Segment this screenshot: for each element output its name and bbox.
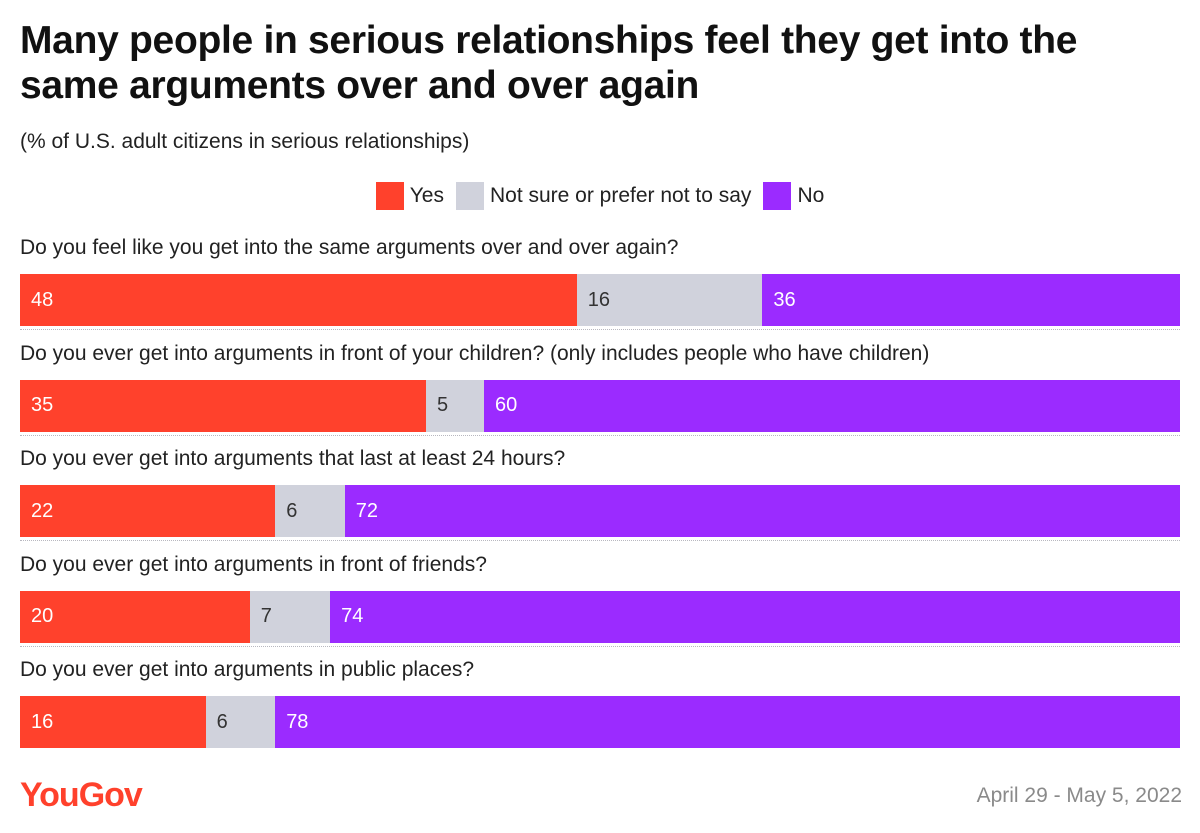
bar-segment-yes: 35 [20, 379, 426, 432]
stacked-bar: 48 16 36 [20, 274, 1180, 326]
legend-item-yes: Yes [375, 182, 444, 210]
question-label: Do you ever get into arguments in front … [20, 552, 487, 576]
data-label-no: 36 [773, 288, 796, 311]
bar-segment-yes: 48 [20, 274, 577, 326]
data-label-yes: 35 [31, 394, 54, 416]
question-label: Do you ever get into arguments in public… [20, 658, 475, 681]
legend-swatch-not-sure [455, 182, 484, 210]
stacked-bar: 22 6 72 [20, 485, 1180, 537]
bar-segment-not-sure: 16 [576, 274, 763, 326]
row-divider [20, 329, 1180, 330]
legend-item-not-sure: Not sure or prefer not to say [455, 182, 752, 210]
chart-row: Do you feel like you get into the same a… [20, 234, 1180, 326]
bar-segment-no: 74 [330, 590, 1180, 643]
legend-swatch-no [763, 182, 792, 210]
yougov-logo: YouGov [20, 776, 143, 814]
stacked-bar: 20 7 74 [20, 590, 1180, 643]
stacked-bar: 35 5 60 [20, 379, 1180, 432]
chart-row: Do you ever get into arguments in front … [20, 551, 1180, 643]
chart-subtitle: (% of U.S. adult citizens in serious rel… [20, 130, 470, 153]
data-label-no: 78 [286, 710, 309, 733]
data-label-yes: 48 [31, 288, 54, 311]
data-label-no: 60 [495, 394, 518, 416]
bar-segment-no: 78 [275, 696, 1180, 748]
data-label-no: 72 [355, 499, 379, 522]
bar-segment-no: 36 [762, 274, 1180, 326]
bar-segment-not-sure: 5 [426, 379, 484, 432]
data-label-not-sure: 6 [216, 710, 228, 733]
chart-row: Do you ever get into arguments that last… [20, 445, 1180, 537]
bar-segment-not-sure: 6 [205, 696, 276, 748]
stacked-bar: 16 6 78 [20, 696, 1180, 748]
survey-date: April 29 - May 5, 2022 [976, 784, 1182, 807]
bar-segment-not-sure: 7 [249, 590, 331, 643]
row-divider [20, 434, 1180, 436]
question-label: Do you ever get into arguments in front … [20, 341, 930, 365]
chart-row: Do you ever get into arguments in public… [20, 656, 1180, 748]
bar-segment-yes: 22 [20, 485, 276, 537]
bar-segment-not-sure: 6 [275, 485, 345, 537]
bar-segment-yes: 16 [20, 696, 206, 748]
data-label-yes: 22 [31, 499, 54, 522]
bar-segment-no: 72 [344, 485, 1180, 537]
data-label-not-sure: 5 [437, 394, 449, 416]
legend-label-not-sure: Not sure or prefer not to say [489, 184, 752, 207]
data-label-not-sure: 16 [587, 288, 611, 311]
legend: Yes Not sure or prefer not to say No [0, 180, 1200, 212]
question-label: Do you ever get into arguments that last… [20, 447, 566, 470]
chart-row: Do you ever get into arguments in front … [20, 340, 1180, 432]
data-label-not-sure: 7 [260, 605, 272, 627]
row-divider [20, 540, 1180, 541]
data-label-yes: 20 [31, 605, 54, 627]
bar-segment-no: 60 [484, 379, 1180, 432]
row-divider [20, 645, 1180, 647]
legend-label-yes: Yes [409, 184, 444, 207]
legend-label-no: No [797, 184, 825, 207]
bar-segment-yes: 20 [20, 590, 250, 643]
data-label-no: 74 [341, 605, 364, 627]
legend-item-no: No [763, 182, 824, 210]
question-label: Do you feel like you get into the same a… [20, 236, 679, 259]
data-label-yes: 16 [31, 710, 54, 733]
chart-title: Many people in serious relationships fee… [20, 19, 1078, 107]
data-label-not-sure: 6 [286, 499, 298, 522]
legend-swatch-yes [375, 182, 404, 210]
